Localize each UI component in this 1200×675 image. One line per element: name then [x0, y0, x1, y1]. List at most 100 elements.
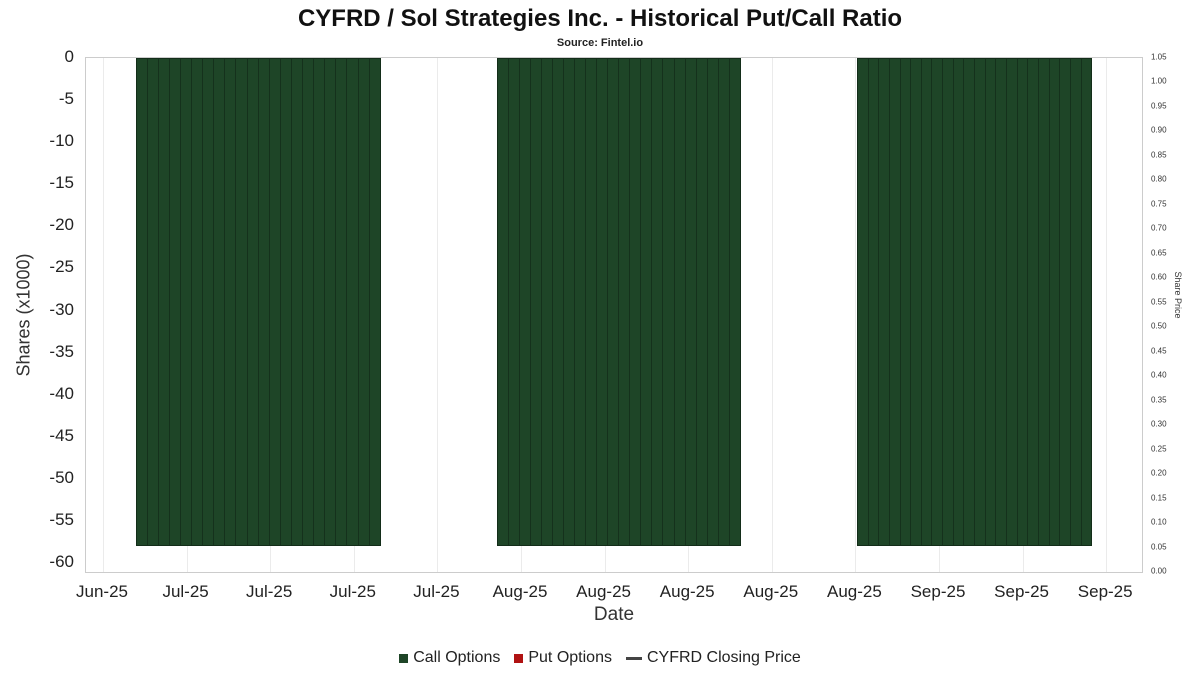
- call-options-bar: [1039, 59, 1050, 546]
- call-options-bar: [325, 59, 337, 546]
- call-options-bar: [336, 59, 348, 546]
- x-tick-label: Jul-25: [162, 582, 209, 601]
- y-tick-label-left: -25: [49, 257, 74, 277]
- call-options-bar: [652, 59, 664, 546]
- call-options-bar: [597, 59, 609, 546]
- y-tick-label-right: 0.60: [1151, 272, 1167, 282]
- gridline-vertical: [437, 58, 439, 572]
- call-options-bar: [1018, 59, 1029, 546]
- call-options-bar: [630, 59, 642, 546]
- call-options-bar-group: [856, 58, 1093, 547]
- call-options-bar: [148, 59, 159, 546]
- y-tick-label-left: -55: [49, 509, 74, 529]
- call-options-bar: [509, 59, 520, 546]
- call-options-bar: [922, 59, 933, 546]
- y-tick-label-right: 0.90: [1151, 125, 1167, 135]
- y-tick-label-right: 0.05: [1151, 542, 1167, 552]
- call-options-bar: [270, 59, 281, 546]
- call-options-bar: [564, 59, 576, 546]
- call-options-bar: [932, 59, 944, 546]
- gridline-vertical: [855, 58, 857, 572]
- plot-area: [85, 57, 1143, 573]
- call-options-bar: [314, 59, 326, 546]
- y-tick-label-left: 0: [64, 47, 74, 66]
- y-tick-label-right: 0.50: [1151, 321, 1167, 331]
- call-options-bar: [954, 59, 965, 546]
- y-tick-label-right: 0.20: [1151, 468, 1167, 478]
- call-options-bar: [292, 59, 304, 546]
- y-tick-label-right: 0.70: [1151, 223, 1167, 233]
- right-axis-ticks: 1.05 1.00 0.95 0.90 0.85 0.80 0.75 0.70 0.65 0.60…: [1147, 53, 1187, 576]
- y-tick-label-left: -60: [49, 552, 74, 571]
- x-tick-label: Jun-25: [76, 582, 128, 601]
- call-options-bar-group: [496, 58, 741, 547]
- call-options-bar: [675, 59, 686, 546]
- call-options-bar: [1028, 59, 1040, 546]
- y-tick-label-right: 1.05: [1151, 52, 1167, 62]
- y-tick-label-right: 0.75: [1151, 199, 1167, 209]
- x-tick-label: Aug-25: [576, 582, 632, 601]
- gridline-vertical: [103, 58, 104, 572]
- call-options-bar: [1082, 59, 1092, 545]
- y-tick-label-left: -20: [49, 215, 74, 235]
- x-tick-label: Aug-25: [743, 582, 799, 601]
- y-tick-label-right: 0.85: [1151, 150, 1167, 160]
- call-options-bar: [192, 59, 204, 546]
- call-options-bar: [281, 59, 292, 546]
- legend-label-call-options: Call Options: [413, 649, 501, 666]
- call-options-bar: [901, 59, 912, 546]
- gridline-vertical: [1106, 58, 1108, 572]
- call-options-bar: [586, 59, 598, 546]
- call-options-bar: [890, 59, 901, 546]
- x-tick-label: Jul-25: [413, 582, 460, 601]
- call-options-bar: [879, 59, 890, 546]
- call-options-bar: [370, 59, 380, 545]
- x-tick-label: Sep-25: [1077, 582, 1133, 601]
- call-options-bar: [303, 59, 315, 546]
- call-options-bar: [575, 59, 587, 546]
- call-options-bar: [719, 59, 730, 546]
- y-tick-label-left: -35: [49, 341, 74, 361]
- y-tick-label-right: 0.55: [1151, 297, 1167, 307]
- y-tick-label-left: -50: [49, 467, 74, 487]
- y-tick-label-right: 0.95: [1151, 101, 1167, 111]
- x-axis-ticks: Jun-25 Jul-25 Jul-25 Jul-25 Jul-25 Aug-25 Aug-…: [76, 578, 1143, 604]
- legend-item-call-options[interactable]: Call Options: [399, 649, 500, 667]
- chart-subtitle: Source: Fintel.io: [556, 37, 644, 49]
- call-options-bar: [708, 59, 719, 546]
- call-options-bar: [964, 59, 976, 546]
- call-options-bar: [248, 59, 259, 546]
- call-options-bar: [697, 59, 708, 546]
- y-tick-label-right: 0.80: [1151, 174, 1167, 184]
- legend-item-put-options[interactable]: Put Options: [514, 649, 612, 667]
- gridline-vertical: [771, 58, 773, 572]
- left-axis-ticks: 0 -5 -10 -15 -20 -25 -30 -35 -40 -45 -50 -55 -60: [0, 47, 80, 573]
- call-options-bar: [1060, 59, 1071, 546]
- call-options-swatch: [399, 653, 409, 663]
- legend-label-closing-price: CYFRD Closing Price: [646, 649, 801, 666]
- call-options-bar: [619, 59, 631, 546]
- y-tick-label-right: 0.30: [1151, 419, 1167, 429]
- call-options-bar: [531, 59, 542, 546]
- call-options-bar: [641, 59, 653, 546]
- call-options-bar: [730, 59, 740, 545]
- call-options-bar: [869, 59, 880, 546]
- call-options-bar: [608, 59, 620, 546]
- call-options-bar: [975, 59, 986, 546]
- call-options-bar: [236, 59, 248, 546]
- call-options-bar: [137, 59, 148, 546]
- call-options-bar: [170, 59, 181, 546]
- call-options-bar: [1007, 59, 1018, 546]
- legend-item-closing-price[interactable]: CYFRD Closing Price: [625, 649, 801, 667]
- x-tick-label: Jul-25: [246, 582, 293, 601]
- call-options-bar: [520, 59, 531, 546]
- put-options-swatch: [514, 653, 524, 663]
- call-options-bar: [553, 59, 565, 546]
- x-tick-label: Jul-25: [329, 582, 376, 601]
- call-options-bar-group: [135, 58, 381, 547]
- x-tick-label: Aug-25: [659, 582, 715, 601]
- x-tick-label: Sep-25: [994, 582, 1050, 601]
- y-tick-label-right: 0.65: [1151, 248, 1167, 258]
- call-options-bar: [542, 59, 554, 546]
- call-options-bar: [347, 59, 359, 546]
